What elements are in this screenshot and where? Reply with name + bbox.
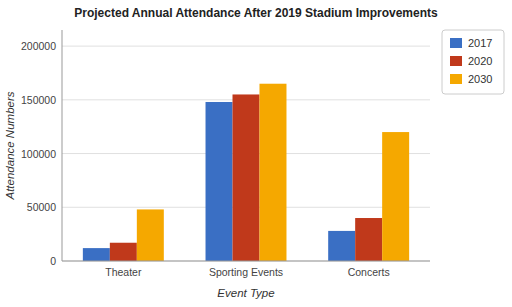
y-axis-line bbox=[62, 30, 63, 261]
bar bbox=[382, 132, 409, 261]
y-tick-label: 200000 bbox=[21, 40, 56, 52]
title: Projected Annual Attendance After 2019 S… bbox=[74, 6, 438, 20]
bar bbox=[355, 218, 382, 261]
legend-swatch bbox=[450, 74, 462, 84]
bars bbox=[83, 84, 409, 261]
legend-swatch bbox=[450, 38, 462, 48]
bar bbox=[233, 94, 260, 261]
chart-svg: 0 50000 100000 150000 200000 Theater Sporting … bbox=[0, 0, 512, 307]
grid-line bbox=[62, 261, 430, 262]
bar bbox=[206, 102, 233, 261]
legend: 2017 2020 2030 bbox=[442, 30, 504, 94]
legend-label: 2020 bbox=[468, 55, 492, 67]
y-tick-label: 150000 bbox=[21, 94, 56, 106]
y-tick-label: 100000 bbox=[21, 148, 56, 160]
bar bbox=[259, 84, 286, 261]
y-tick-label: 50000 bbox=[27, 201, 56, 213]
y-axis-label: Attendance Numbers bbox=[4, 91, 16, 200]
x-tick-label: Theater bbox=[105, 266, 142, 278]
legend-frame bbox=[442, 30, 504, 94]
legend-swatch bbox=[450, 56, 462, 66]
x-axis-label: Event Type bbox=[217, 287, 274, 299]
bar bbox=[110, 243, 137, 261]
x-tick-label: Sporting Events bbox=[209, 266, 283, 278]
bar bbox=[328, 231, 355, 261]
grid-line bbox=[62, 46, 430, 47]
chart-container: 0 50000 100000 150000 200000 Theater Sporting … bbox=[0, 0, 512, 307]
x-axis-line bbox=[62, 261, 430, 262]
y-tick-label: 0 bbox=[50, 255, 56, 267]
legend-label: 2017 bbox=[468, 37, 492, 49]
bar bbox=[83, 248, 110, 261]
legend-label: 2030 bbox=[468, 73, 492, 85]
bar bbox=[137, 209, 164, 261]
x-tick-label: Concerts bbox=[348, 266, 390, 278]
